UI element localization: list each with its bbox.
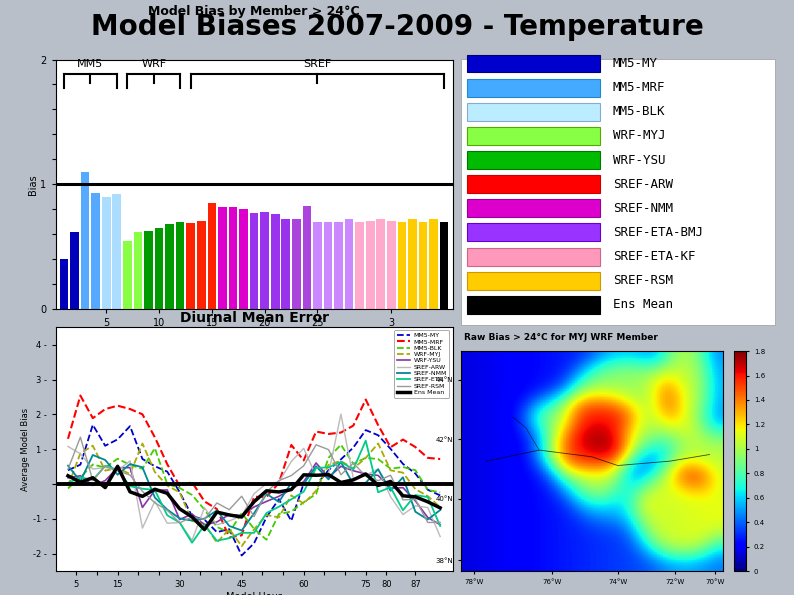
Text: MM5: MM5 bbox=[77, 60, 103, 70]
Bar bbox=[467, 175, 600, 193]
Bar bbox=[387, 221, 395, 309]
Bar bbox=[408, 220, 417, 309]
Bar bbox=[398, 222, 407, 309]
Text: MM5-MRF: MM5-MRF bbox=[613, 81, 665, 94]
Bar bbox=[123, 240, 132, 309]
Title: Model Bias by Member > 24°C: Model Bias by Member > 24°C bbox=[148, 5, 360, 18]
Bar bbox=[334, 222, 343, 309]
Bar bbox=[430, 220, 438, 309]
Text: Ens Mean: Ens Mean bbox=[613, 298, 673, 311]
Bar bbox=[467, 55, 600, 73]
Bar bbox=[81, 172, 90, 309]
Bar bbox=[175, 222, 184, 309]
Bar bbox=[218, 207, 227, 309]
Text: WRF-YSU: WRF-YSU bbox=[613, 154, 665, 167]
Bar bbox=[271, 214, 279, 309]
Bar bbox=[260, 212, 269, 309]
Bar bbox=[418, 222, 427, 309]
Text: SREF-ETA-BMJ: SREF-ETA-BMJ bbox=[613, 226, 703, 239]
Bar bbox=[467, 151, 600, 169]
Text: SREF-ETA-KF: SREF-ETA-KF bbox=[613, 250, 696, 263]
Bar bbox=[467, 103, 600, 121]
Bar bbox=[60, 259, 68, 309]
Text: WRF-MYJ: WRF-MYJ bbox=[613, 129, 665, 142]
Bar bbox=[313, 222, 322, 309]
Text: Raw Bias > 24°C for MYJ WRF Member: Raw Bias > 24°C for MYJ WRF Member bbox=[464, 333, 658, 342]
Text: Model Biases 2007-2009 - Temperature: Model Biases 2007-2009 - Temperature bbox=[91, 12, 703, 41]
Bar bbox=[155, 228, 164, 309]
Bar bbox=[197, 221, 206, 309]
Bar bbox=[250, 213, 258, 309]
Bar bbox=[113, 195, 121, 309]
Bar bbox=[467, 248, 600, 265]
X-axis label: Model Hour: Model Hour bbox=[226, 592, 282, 595]
Text: SREF-NMM: SREF-NMM bbox=[613, 202, 673, 215]
Text: SREF: SREF bbox=[303, 60, 332, 70]
Bar bbox=[165, 224, 174, 309]
Bar bbox=[467, 296, 600, 314]
Text: SREF-RSM: SREF-RSM bbox=[613, 274, 673, 287]
Bar bbox=[303, 206, 311, 309]
Bar bbox=[239, 209, 248, 309]
Bar bbox=[292, 220, 301, 309]
Bar bbox=[70, 232, 79, 309]
Bar bbox=[207, 203, 216, 309]
Y-axis label: Average Model Bias: Average Model Bias bbox=[21, 408, 30, 491]
Bar bbox=[281, 220, 290, 309]
Text: WRF: WRF bbox=[141, 60, 166, 70]
Bar bbox=[366, 221, 375, 309]
Bar bbox=[133, 232, 142, 309]
Bar bbox=[102, 197, 110, 309]
Title: Diurnal Mean Error: Diurnal Mean Error bbox=[179, 311, 329, 325]
Text: MM5-MY: MM5-MY bbox=[613, 57, 658, 70]
Bar bbox=[187, 223, 195, 309]
Bar bbox=[376, 220, 385, 309]
Bar bbox=[467, 199, 600, 217]
Bar bbox=[91, 193, 100, 309]
FancyBboxPatch shape bbox=[461, 58, 775, 325]
Bar bbox=[467, 224, 600, 242]
Bar bbox=[345, 220, 353, 309]
Bar bbox=[324, 222, 333, 309]
Y-axis label: Bias: Bias bbox=[28, 174, 37, 195]
Bar bbox=[467, 127, 600, 145]
Bar bbox=[467, 272, 600, 290]
Bar bbox=[440, 222, 449, 309]
Text: MM5-BLK: MM5-BLK bbox=[613, 105, 665, 118]
Bar bbox=[467, 79, 600, 96]
Text: SREF-ARW: SREF-ARW bbox=[613, 178, 673, 190]
Legend: MM5-MY, MM5-MRF, MM5-BLK, WRF-MYJ, WRF-YSU, SREF-ARW, SREF-NMM, SREF-ETA, SREF-R: MM5-MY, MM5-MRF, MM5-BLK, WRF-MYJ, WRF-Y… bbox=[394, 330, 449, 397]
Bar bbox=[145, 231, 152, 309]
Bar bbox=[229, 207, 237, 309]
Bar bbox=[356, 222, 364, 309]
